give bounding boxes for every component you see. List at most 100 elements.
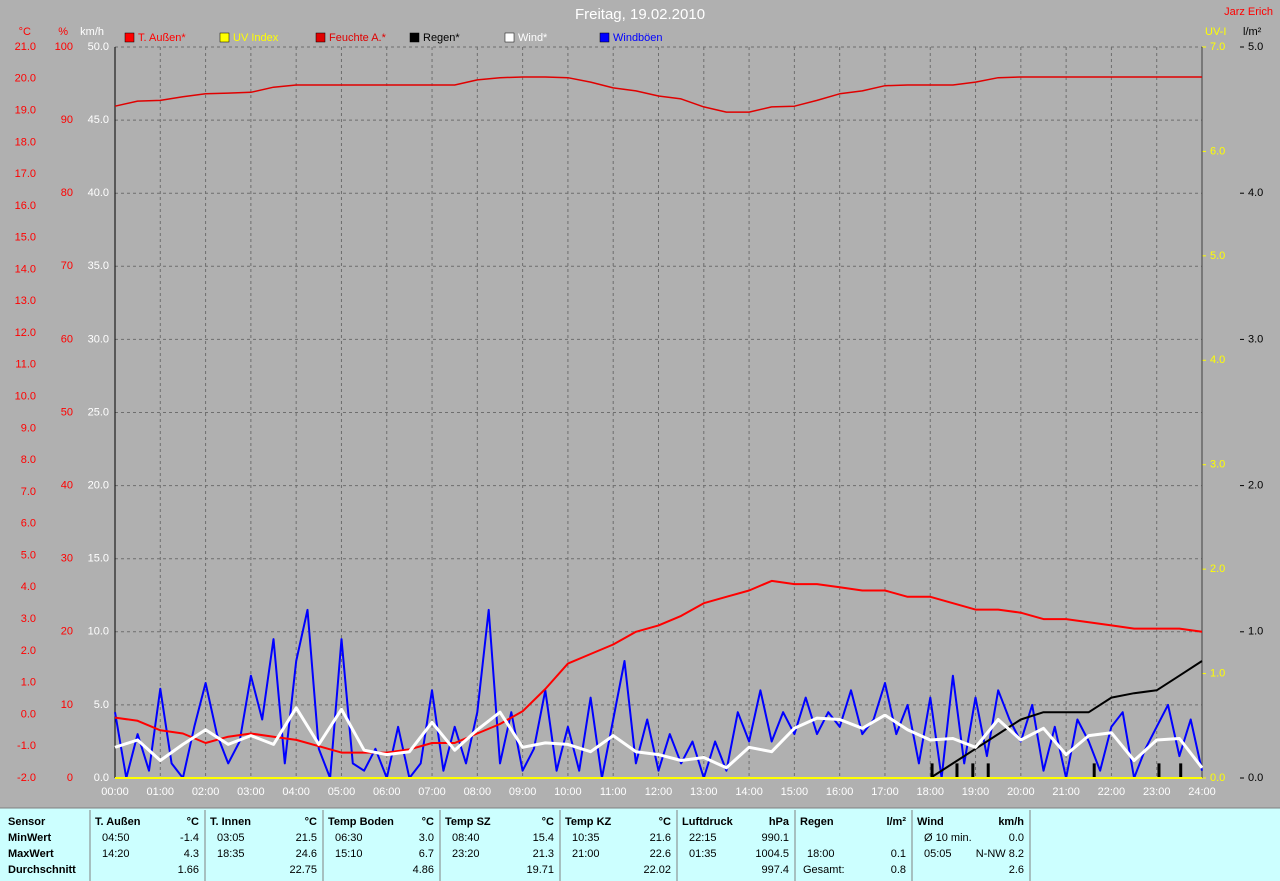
legend-label: Windböen [613, 32, 663, 44]
y-tick-label: 80 [61, 187, 73, 199]
cell-value: 21.3 [533, 848, 554, 860]
y-tick-label: 40 [61, 480, 73, 492]
legend-swatch [599, 32, 610, 43]
cell-value: 2.6 [1009, 864, 1024, 876]
x-tick-label: 06:00 [373, 786, 401, 798]
legend-swatch [504, 32, 515, 43]
cell-value: 3.0 [419, 832, 434, 844]
column-header: Luftdruck [682, 816, 734, 828]
row-label: Durchschnitt [8, 864, 76, 876]
y-tick-label: 15.0 [15, 232, 36, 244]
y-tick-label: 20.0 [15, 73, 36, 85]
cell-label: Gesamt: [803, 864, 845, 876]
row-label: MaxWert [8, 848, 54, 860]
x-tick-label: 11:00 [600, 786, 627, 798]
column-unit: °C [422, 816, 434, 828]
cell-time: 14:20 [102, 848, 130, 860]
y-tick-label: 5.0 [21, 549, 36, 561]
x-tick-label: 10:00 [554, 786, 582, 798]
chart-title: Freitag, 19.02.2010 [575, 6, 705, 23]
y-tick-label: 13.0 [15, 295, 36, 307]
y-tick-label: 45.0 [88, 114, 109, 126]
axis-unit: km/h [80, 26, 104, 38]
y-tick-label: 0.0 [21, 708, 36, 720]
y-tick-label: 5.0 [1210, 250, 1225, 262]
cell-value: 6.7 [419, 848, 434, 860]
rain-bar [971, 763, 975, 778]
y-tick-label: 3.0 [21, 613, 36, 625]
y-tick-label: 8.0 [21, 454, 36, 466]
cell-time: 01:35 [689, 848, 717, 860]
x-tick-label: 21:00 [1052, 786, 1080, 798]
cell-time: 06:30 [335, 832, 363, 844]
y-tick-label: 7.0 [1210, 41, 1225, 53]
y-tick-label: 60 [61, 333, 73, 345]
cell-value: N-NW 8.2 [976, 848, 1024, 860]
legend-swatch [315, 32, 326, 43]
series-line [114, 706, 1204, 770]
cell-time: 04:50 [102, 832, 130, 844]
cell-value: 15.4 [533, 832, 554, 844]
cell-time: 03:05 [217, 832, 245, 844]
rain-bar [930, 763, 934, 778]
y-tick-label: 40.0 [88, 187, 109, 199]
cell-value: 22.75 [289, 864, 317, 876]
cell-value: 19.71 [526, 864, 554, 876]
cell-time: 15:10 [335, 848, 363, 860]
x-tick-label: 05:00 [328, 786, 356, 798]
cell-value: 1004.5 [755, 848, 789, 860]
y-tick-label: -1.0 [17, 740, 36, 752]
cell-value: 0.8 [891, 864, 906, 876]
x-tick-label: 07:00 [418, 786, 446, 798]
y-tick-label: 12.0 [15, 327, 36, 339]
cell-value: 4.86 [413, 864, 434, 876]
legend-swatch [409, 32, 420, 43]
series-line [114, 76, 1202, 113]
cell-time: 22:15 [689, 832, 717, 844]
x-tick-label: 15:00 [781, 786, 809, 798]
cell-time: 21:00 [572, 848, 600, 860]
legend-swatch [219, 32, 230, 43]
cell-value: 0.0 [1009, 832, 1024, 844]
row-label: Sensor [8, 816, 46, 828]
x-tick-label: 03:00 [237, 786, 265, 798]
y-tick-label: 4.0 [1210, 354, 1225, 366]
x-tick-label: 20:00 [1007, 786, 1035, 798]
y-tick-label: 4.0 [1248, 187, 1263, 199]
column-unit: °C [187, 816, 199, 828]
x-tick-label: 13:00 [690, 786, 718, 798]
y-tick-label: 25.0 [88, 406, 109, 418]
rain-bar [1157, 763, 1161, 778]
row-label: MinWert [8, 832, 52, 844]
x-tick-label: 12:00 [645, 786, 673, 798]
legend-label: Feuchte A.* [329, 32, 387, 44]
y-tick-label: 2.0 [1210, 563, 1225, 575]
cell-value: 4.3 [184, 848, 199, 860]
y-tick-label: 20.0 [88, 480, 109, 492]
y-tick-label: 0.0 [94, 772, 109, 784]
axis-unit: l/m² [1243, 26, 1262, 38]
y-tick-label: 3.0 [1248, 333, 1263, 345]
x-tick-label: 22:00 [1098, 786, 1126, 798]
legend-label: Wind* [518, 32, 548, 44]
y-tick-label: 2.0 [1248, 480, 1263, 492]
axis-unit: UV-I [1205, 26, 1226, 38]
cell-value: 0.1 [891, 848, 906, 860]
column-header: T. Außen [95, 816, 141, 828]
x-tick-label: 17:00 [871, 786, 899, 798]
y-tick-label: 0 [67, 772, 73, 784]
y-tick-label: 1.0 [21, 677, 36, 689]
x-tick-label: 16:00 [826, 786, 854, 798]
cell-value: 21.5 [296, 832, 317, 844]
rain-bar [986, 763, 990, 778]
x-tick-label: 09:00 [509, 786, 537, 798]
column-header: T. Innen [210, 816, 251, 828]
y-tick-label: 0.0 [1210, 772, 1225, 784]
y-tick-label: 6.0 [21, 518, 36, 530]
y-tick-label: 5.0 [1248, 41, 1263, 53]
y-tick-label: 9.0 [21, 422, 36, 434]
x-tick-label: 02:00 [192, 786, 220, 798]
axis-unit: °C [19, 26, 31, 38]
